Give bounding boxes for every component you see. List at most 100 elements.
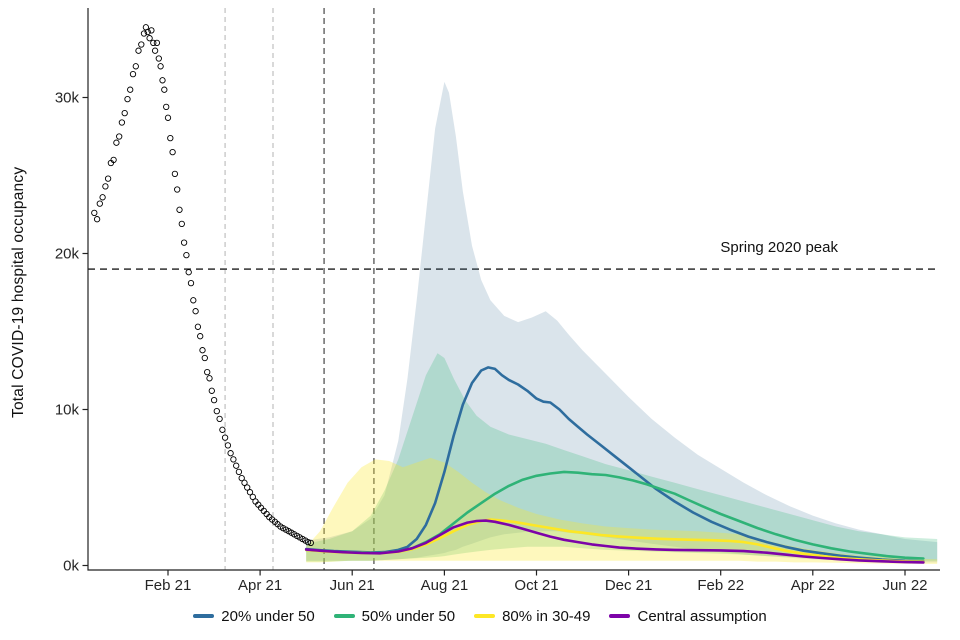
observed-point: [148, 27, 155, 34]
x-tick-label: Apr 21: [238, 577, 282, 594]
observed-point: [206, 375, 213, 382]
observed-point: [138, 41, 145, 48]
observed-point: [194, 323, 202, 330]
observed-point: [192, 308, 199, 315]
x-tick-label: Oct 21: [514, 577, 558, 594]
observed-point: [155, 55, 162, 62]
observed-point: [110, 156, 117, 164]
observed-point: [185, 269, 192, 276]
observed-point: [190, 297, 197, 304]
axis-lines: [87, 8, 940, 571]
observed-point: [183, 251, 190, 259]
observed-point: [304, 538, 312, 546]
x-tick-label: Feb 22: [697, 577, 744, 594]
x-tick-label: Aug 21: [421, 577, 469, 594]
y-tick-label: 0k: [63, 558, 79, 575]
observed-point: [140, 30, 148, 37]
observed-points: [91, 24, 314, 547]
ribbon-80-in-30-49: [306, 457, 938, 564]
observed-point: [213, 407, 220, 415]
observed-point: [176, 206, 183, 213]
y-axis: 0k 10k 20k 30k: [55, 90, 88, 575]
y-tick-label: 20k: [55, 246, 80, 263]
legend-label: Central assumption: [637, 607, 767, 625]
observed-point: [157, 63, 164, 70]
observed-point: [113, 139, 120, 146]
observed-point: [224, 442, 232, 449]
observed-point: [219, 426, 226, 433]
observed-point: [159, 77, 166, 84]
observed-point: [146, 35, 153, 42]
observed-point: [163, 103, 170, 111]
observed-point: [241, 479, 248, 486]
observed-point: [153, 39, 161, 47]
legend-label: 80% in 30-49: [502, 607, 591, 625]
legend: 20% under 50 50% under 50 80% in 30-49 Cent…: [0, 598, 960, 634]
observed-point: [227, 450, 234, 457]
observed-point: [164, 114, 172, 121]
observed-point: [169, 148, 176, 156]
observed-point: [249, 493, 256, 501]
ribbon-20-under-50: [306, 81, 938, 563]
observed-point: [187, 279, 195, 287]
legend-item-central-assumption: Central assumption: [609, 607, 767, 625]
observed-point: [150, 39, 157, 47]
x-tick-label: Jun 22: [882, 577, 927, 594]
observed-point: [127, 86, 134, 93]
observed-point: [104, 175, 112, 182]
observed-point: [132, 63, 139, 70]
plot-area: Feb 21 Apr 21 Jun 21 Aug 21 Oct 21 Dec 21 Feb …: [55, 8, 940, 594]
observed-point: [201, 354, 208, 362]
spring-2020-peak-annotation: Spring 2020 peak: [720, 239, 838, 256]
legend-item-50-under-50: 50% under 50: [333, 607, 456, 625]
observed-point: [91, 209, 98, 217]
observed-point: [171, 170, 179, 178]
observed-point: [235, 468, 243, 476]
observed-point: [102, 183, 109, 190]
observed-point: [118, 119, 126, 126]
observed-point: [216, 415, 223, 423]
line-20-under-50: [304, 366, 925, 563]
observed-point: [199, 347, 206, 354]
x-axis: Feb 21 Apr 21 Jun 21 Aug 21 Oct 21 Dec 21 Feb …: [145, 570, 928, 594]
observed-point: [230, 456, 237, 463]
observed-point: [221, 434, 229, 441]
observed-point: [246, 489, 254, 496]
observed-point: [124, 95, 131, 103]
observed-point: [121, 109, 128, 117]
observed-point: [180, 239, 188, 246]
observed-point: [99, 194, 106, 201]
observed-point: [144, 28, 151, 36]
x-tick-label: Jun 21: [330, 577, 375, 594]
legend-swatch-80-in-30-49: [474, 613, 496, 619]
legend-item-80-in-30-49: 80% in 30-49: [474, 608, 590, 625]
observed-point: [161, 86, 168, 93]
legend-swatch-20-under-50: [193, 613, 215, 619]
y-tick-label: 10k: [55, 402, 80, 419]
x-tick-label: Dec 21: [605, 577, 653, 594]
legend-item-20-under-50: 20% under 50: [193, 607, 315, 625]
observed-point: [233, 462, 240, 469]
legend-label: 20% under 50: [221, 607, 315, 625]
observed-point: [208, 387, 215, 394]
legend-swatch-50-under-50: [333, 613, 355, 619]
observed-point: [238, 474, 245, 482]
line-central-assumption: [304, 519, 925, 564]
observed-point: [174, 186, 181, 193]
legend-swatch-central-assumption: [609, 613, 631, 619]
observed-point: [210, 396, 218, 404]
x-tick-label: Apr 22: [791, 577, 835, 594]
observed-point: [244, 484, 251, 491]
observed-point: [307, 539, 314, 547]
y-tick-label: 30k: [55, 90, 80, 107]
observed-point: [129, 70, 137, 78]
observed-point: [151, 47, 159, 54]
observed-point: [167, 134, 174, 142]
observed-point: [96, 200, 103, 207]
x-tick-label: Feb 21: [145, 577, 192, 594]
observed-point: [204, 368, 211, 376]
observed-point: [93, 216, 101, 223]
legend-label: 50% under 50: [361, 607, 456, 625]
observed-point: [116, 133, 123, 140]
